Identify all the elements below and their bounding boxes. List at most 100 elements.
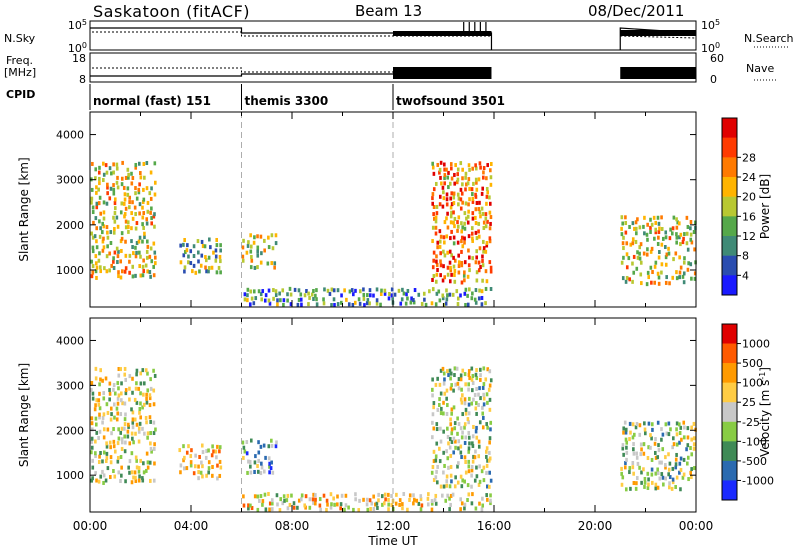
- echo-cell: [467, 209, 470, 214]
- echo-cell: [197, 259, 200, 264]
- echo-cell: [660, 227, 664, 232]
- echo-cell: [661, 447, 665, 452]
- echo-cell: [201, 464, 204, 469]
- y-tick-label: 1000: [56, 264, 84, 277]
- echo-cell: [153, 446, 156, 451]
- echo-cell: [686, 247, 690, 252]
- echo-cell: [210, 265, 214, 270]
- echo-cell: [131, 274, 135, 279]
- echo-cell: [467, 411, 471, 416]
- echo-cell: [94, 439, 97, 444]
- echo-cell: [463, 211, 467, 216]
- echo-cell: [449, 502, 452, 507]
- echo-cell: [657, 255, 661, 260]
- echo-cell: [124, 206, 128, 211]
- echo-cell: [457, 260, 461, 265]
- echo-cell: [435, 469, 438, 474]
- echo-cell: [643, 484, 646, 489]
- echo-cell: [445, 297, 449, 302]
- echo-cell: [267, 298, 271, 303]
- nsky-noise-band-late: [620, 30, 696, 36]
- echo-cell: [477, 229, 480, 234]
- echo-cell: [665, 275, 668, 280]
- echo-cell: [91, 245, 95, 250]
- echo-cell: [489, 493, 492, 498]
- echo-cell: [112, 162, 115, 167]
- echo-cell: [468, 287, 471, 292]
- echo-cell: [431, 420, 434, 425]
- echo-cell: [90, 427, 94, 432]
- echo-cell: [477, 260, 481, 265]
- echo-cell: [477, 392, 480, 397]
- echo-cell: [449, 422, 453, 427]
- echo-cell: [423, 297, 426, 302]
- echo-cell: [194, 270, 198, 275]
- echo-cell: [145, 217, 149, 222]
- echo-cell: [638, 251, 641, 256]
- echo-cell: [693, 271, 697, 276]
- echo-cell: [253, 494, 257, 499]
- echo-cell: [475, 278, 479, 283]
- echo-cell: [297, 288, 301, 293]
- echo-cell: [399, 301, 403, 306]
- echo-cell: [461, 167, 464, 172]
- echo-cell: [468, 255, 471, 260]
- echo-cell: [108, 391, 112, 396]
- echo-cell: [488, 201, 492, 206]
- echo-cell: [474, 166, 478, 171]
- echo-cell: [138, 250, 141, 255]
- nsky-noise-band: [393, 31, 492, 36]
- echo-cell: [242, 494, 245, 499]
- echo-cell: [90, 259, 94, 264]
- echo-cell: [289, 302, 293, 307]
- echo-cell: [145, 392, 148, 397]
- echo-cell: [152, 368, 155, 373]
- echo-cell: [621, 443, 625, 448]
- echo-cell: [690, 452, 694, 457]
- echo-cell: [149, 246, 153, 251]
- echo-cell: [664, 463, 667, 468]
- echo-cell: [91, 476, 94, 481]
- echo-cell: [471, 291, 474, 296]
- echo-cell: [368, 288, 372, 293]
- echo-cell: [217, 265, 221, 270]
- echo-cell: [624, 220, 628, 225]
- echo-cell: [99, 226, 102, 231]
- echo-cell: [189, 460, 193, 465]
- echo-cell: [117, 470, 121, 475]
- echo-cell: [135, 240, 139, 245]
- echo-cell: [219, 259, 222, 264]
- echo-cell: [108, 268, 111, 273]
- echo-cell: [450, 407, 454, 412]
- echo-region: [178, 443, 223, 481]
- echo-cell: [91, 391, 95, 396]
- echo-cell: [625, 241, 629, 246]
- echo-cell: [621, 446, 625, 451]
- echo-cell: [622, 426, 626, 431]
- echo-cell: [146, 269, 149, 274]
- echo-cell: [293, 287, 297, 292]
- echo-cell: [115, 180, 119, 185]
- echo-cell: [138, 182, 141, 187]
- echo-cell: [142, 226, 145, 231]
- echo-cell: [97, 460, 101, 465]
- echo-cell: [428, 289, 431, 294]
- echo-cell: [456, 296, 460, 301]
- echo-cell: [315, 288, 318, 293]
- echo-cell: [689, 219, 693, 224]
- echo-cell: [135, 250, 138, 255]
- echo-cell: [485, 201, 488, 206]
- echo-cell: [439, 251, 442, 256]
- echo-cell: [620, 482, 624, 487]
- echo-cell: [460, 221, 463, 226]
- echo-cell: [98, 219, 101, 224]
- echo-cell: [488, 236, 492, 241]
- echo-cell: [452, 405, 456, 410]
- echo-cell: [133, 470, 137, 475]
- colorbar-swatch: [722, 324, 737, 344]
- echo-cell: [473, 455, 477, 460]
- echo-cell: [419, 494, 423, 499]
- echo-cell: [625, 265, 629, 270]
- echo-cell: [675, 276, 679, 281]
- echo-cell: [148, 415, 152, 420]
